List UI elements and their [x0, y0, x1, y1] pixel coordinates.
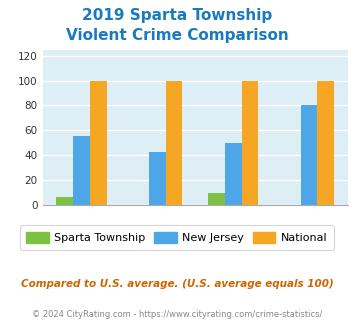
- Bar: [56, 197, 73, 205]
- Text: 2019 Sparta Township: 2019 Sparta Township: [82, 8, 273, 23]
- Bar: [241, 81, 258, 205]
- Bar: [225, 143, 241, 205]
- Text: Compared to U.S. average. (U.S. average equals 100): Compared to U.S. average. (U.S. average …: [21, 279, 334, 289]
- Bar: [149, 152, 166, 205]
- Text: © 2024 CityRating.com - https://www.cityrating.com/crime-statistics/: © 2024 CityRating.com - https://www.city…: [32, 310, 323, 318]
- Bar: [166, 81, 182, 205]
- Bar: [208, 193, 225, 205]
- Bar: [73, 136, 90, 205]
- Legend: Sparta Township, New Jersey, National: Sparta Township, New Jersey, National: [20, 225, 334, 250]
- Text: Violent Crime Comparison: Violent Crime Comparison: [66, 28, 289, 43]
- Bar: [317, 81, 334, 205]
- Bar: [90, 81, 106, 205]
- Bar: [301, 105, 317, 205]
